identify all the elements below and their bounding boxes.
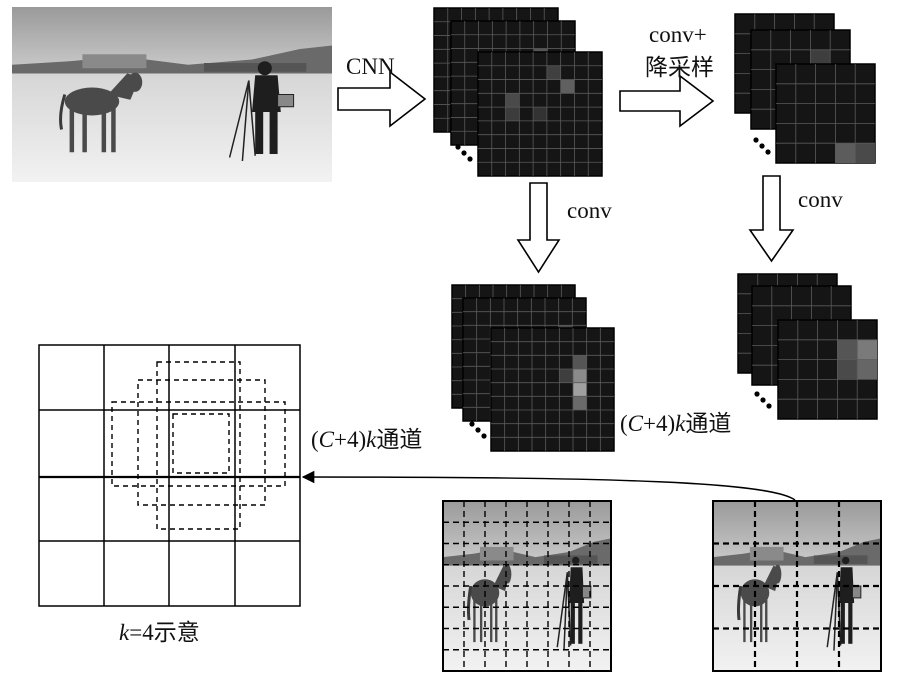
conv-downsample-label-line1: conv+ bbox=[649, 22, 707, 47]
conv-label-right: conv bbox=[798, 187, 843, 212]
grid-photo-fine bbox=[442, 500, 612, 672]
connector-arrow bbox=[301, 470, 796, 501]
default-boxes bbox=[111, 361, 286, 530]
feature-map-stack-downsampled bbox=[734, 13, 876, 164]
conv-label-left: conv bbox=[567, 198, 612, 223]
activation-cell bbox=[573, 396, 587, 410]
cnn-label: CNN bbox=[346, 54, 395, 79]
feature-map bbox=[777, 319, 878, 420]
activation-cell bbox=[505, 93, 520, 108]
activation-cell bbox=[560, 79, 575, 94]
hollow-arrow-down-icon bbox=[748, 175, 795, 263]
channels-label-left: (C+4)k通道 bbox=[311, 427, 422, 452]
default-box-wide bbox=[111, 401, 286, 487]
activation-cell bbox=[855, 143, 875, 163]
feature-map-stack-conv-right bbox=[737, 273, 878, 420]
activation-cell bbox=[573, 382, 587, 397]
feature-map bbox=[477, 51, 603, 177]
ellipsis-dots-icon bbox=[754, 391, 772, 409]
activation-cell bbox=[835, 143, 856, 163]
activation-cell bbox=[573, 355, 587, 369]
grid-photo-coarse bbox=[712, 500, 882, 672]
feature-map bbox=[775, 63, 876, 164]
default-box-square bbox=[137, 379, 266, 506]
ellipsis-dots-icon bbox=[455, 144, 473, 162]
channels-label-middle: (C+4)k通道 bbox=[620, 411, 731, 436]
activation-cell bbox=[505, 107, 520, 121]
activation-cell bbox=[546, 65, 561, 80]
hollow-arrow-right-icon bbox=[619, 74, 715, 128]
ellipsis-dots-icon bbox=[469, 421, 487, 439]
k4-grid bbox=[38, 344, 301, 607]
conv-downsample-label-line2: 降采样 bbox=[645, 55, 714, 80]
activation-cell bbox=[533, 107, 547, 121]
input-photo bbox=[12, 7, 332, 182]
feature-map-stack-conv-left bbox=[451, 284, 615, 452]
ellipsis-dots-icon bbox=[753, 137, 771, 155]
activation-cell bbox=[837, 359, 858, 380]
activation-cell bbox=[857, 339, 877, 360]
k-caption: k=4示意 bbox=[119, 620, 200, 645]
hollow-arrow-down-icon bbox=[516, 182, 561, 274]
hollow-arrow-right-icon bbox=[337, 70, 427, 128]
activation-cell bbox=[857, 359, 877, 380]
default-box-tall bbox=[156, 361, 241, 530]
default-box-small bbox=[172, 413, 230, 474]
activation-cell bbox=[559, 369, 573, 383]
feature-map-stack-cnn bbox=[433, 7, 603, 177]
activation-cell bbox=[573, 369, 587, 383]
activation-cell bbox=[837, 339, 858, 360]
feature-map bbox=[490, 327, 615, 452]
